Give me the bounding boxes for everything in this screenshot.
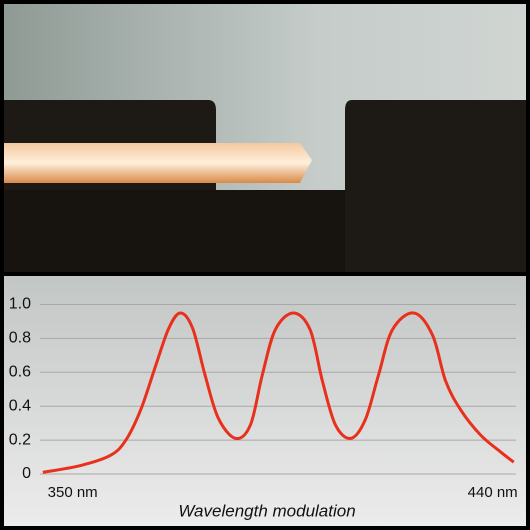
photo <box>4 4 526 272</box>
chart-title: Wavelength modulation <box>178 501 355 520</box>
y-tick-label: 0 <box>22 465 31 482</box>
x-tick-label: 350 nm <box>48 484 98 501</box>
right-block <box>345 100 526 272</box>
y-tick-label: 0.2 <box>9 431 31 448</box>
curve <box>42 311 515 474</box>
laser-strip <box>4 143 312 183</box>
y-tick-label: 0.8 <box>9 330 31 347</box>
chart-panel <box>4 276 526 526</box>
y-tick-label: 0.6 <box>9 364 31 381</box>
plot: 0 0.2 0.4 0.6 0.8 1.0 350 nm 440 nm <box>9 296 518 501</box>
x-tick-label: 440 nm <box>468 484 518 501</box>
y-tick-label: 0.4 <box>9 397 31 414</box>
y-tick-label: 1.0 <box>9 296 31 313</box>
